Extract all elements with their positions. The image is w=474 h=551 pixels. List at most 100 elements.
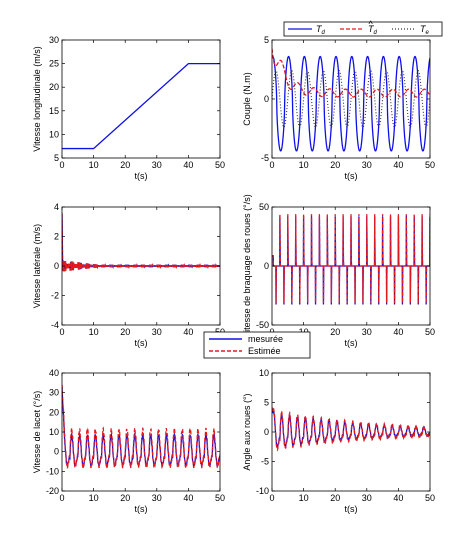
series-line-vy-1: [62, 212, 220, 272]
x-tick-label: 30: [152, 327, 162, 337]
y-tick-label: -50: [256, 320, 269, 330]
y-tick-label: 2: [54, 232, 59, 242]
y-tick-label: 15: [49, 106, 59, 116]
legend-hat: ^: [369, 19, 374, 29]
y-axis-label: Vitesse latérale (m/s): [32, 224, 42, 308]
legend-torque: Td Td^ Te: [283, 19, 443, 37]
y-tick-label: 4: [54, 202, 59, 212]
x-tick-label: 50: [425, 160, 435, 170]
x-tick-label: 30: [152, 160, 162, 170]
x-tick-label: 0: [269, 493, 274, 503]
x-axis-label: t(s): [345, 338, 358, 348]
y-axis-label: Angle aux roues (°): [242, 393, 252, 470]
chart-wheel: 0 10 20 30 40 50 -10 -5 0 5 10 t(s) Angle aux roues …: [242, 368, 435, 514]
y-tick-label: 0: [264, 261, 269, 271]
legend-label: Td: [368, 24, 378, 36]
x-tick-label: 40: [393, 160, 403, 170]
x-tick-label: 30: [152, 493, 162, 503]
x-axis-label: t(s): [135, 338, 148, 348]
x-tick-label: 0: [269, 160, 274, 170]
y-tick-label: 0: [54, 447, 59, 457]
y-tick-label: 5: [264, 398, 269, 408]
series-line-yaw-1: [62, 384, 220, 470]
y-tick-label: 25: [49, 59, 59, 69]
x-axis-label: t(s): [135, 504, 148, 514]
x-tick-label: 40: [183, 327, 193, 337]
x-tick-label: 10: [299, 493, 309, 503]
x-tick-label: 40: [393, 327, 403, 337]
y-axis-label: Vitesse de lacet (°/s): [32, 391, 42, 473]
y-tick-label: 30: [49, 35, 59, 45]
x-tick-label: 20: [120, 493, 130, 503]
y-tick-label: 10: [49, 427, 59, 437]
x-tick-label: 50: [215, 493, 225, 503]
y-axis-label: Vitesse longitudinale (m/s): [32, 46, 42, 151]
y-tick-label: 30: [49, 388, 59, 398]
y-tick-label: 0: [264, 427, 269, 437]
legend-label: Estimée: [248, 346, 281, 356]
y-tick-label: 10: [49, 129, 59, 139]
chart-vx: 0 10 20 30 40 50 5 10 15 20 25 30 t(s) Vitesse longit…: [32, 35, 225, 181]
x-tick-label: 40: [393, 493, 403, 503]
x-tick-label: 10: [89, 493, 99, 503]
plot-frame: [61, 372, 221, 492]
y-tick-label: 10: [259, 368, 269, 378]
y-tick-label: 40: [49, 368, 59, 378]
x-tick-label: 40: [183, 493, 193, 503]
x-tick-label: 0: [59, 160, 64, 170]
x-tick-label: 30: [362, 327, 372, 337]
x-tick-label: 30: [362, 160, 372, 170]
series-line-torque-0: [272, 55, 430, 152]
x-tick-label: 20: [330, 160, 340, 170]
y-axis-label: Vitesse de braquage des roues (°/s): [242, 194, 252, 338]
y-tick-label: -2: [51, 291, 59, 301]
x-tick-label: 20: [120, 327, 130, 337]
x-tick-label: 0: [59, 493, 64, 503]
y-tick-label: 50: [259, 202, 269, 212]
y-tick-label: 0: [54, 261, 59, 271]
series-line-wheel-1: [272, 407, 430, 452]
y-tick-label: -5: [261, 153, 269, 163]
x-tick-label: 50: [215, 160, 225, 170]
x-tick-label: 10: [89, 327, 99, 337]
y-tick-label: -4: [51, 320, 59, 330]
y-tick-label: -10: [256, 486, 269, 496]
legend-label: Te: [420, 24, 430, 36]
y-tick-label: 20: [49, 82, 59, 92]
y-tick-label: 5: [54, 153, 59, 163]
y-tick-label: -20: [46, 486, 59, 496]
x-tick-label: 10: [89, 160, 99, 170]
y-tick-label: -5: [261, 457, 269, 467]
x-tick-label: 20: [330, 493, 340, 503]
x-axis-label: t(s): [345, 171, 358, 181]
x-tick-label: 50: [425, 493, 435, 503]
legend-label: Td: [316, 24, 326, 36]
series-line-vy-0: [62, 214, 220, 272]
series-line-vx-0: [62, 62, 220, 150]
legend-measured-estimated: mesurée Estimée: [203, 331, 311, 359]
series-line-torque-2: [272, 70, 430, 128]
legend-label: mesurée: [248, 334, 283, 344]
y-tick-label: 5: [264, 35, 269, 45]
y-tick-label: -10: [46, 466, 59, 476]
plot-frame: [61, 39, 221, 159]
series-line-torque-1: [272, 48, 430, 98]
x-tick-label: 50: [425, 327, 435, 337]
x-axis-label: t(s): [135, 171, 148, 181]
y-axis-label: Couple (N.m): [242, 72, 252, 126]
y-tick-label: 20: [49, 407, 59, 417]
x-axis-label: t(s): [345, 504, 358, 514]
chart-yaw: 0 10 20 30 40 50 -20 -10 0 10 20 30 40 t(s) Vitesse de…: [32, 368, 225, 514]
x-tick-label: 30: [362, 493, 372, 503]
x-tick-label: 10: [299, 160, 309, 170]
x-tick-label: 40: [183, 160, 193, 170]
y-tick-label: 0: [264, 94, 269, 104]
x-tick-label: 20: [120, 160, 130, 170]
x-tick-label: 0: [59, 327, 64, 337]
x-tick-label: 20: [330, 327, 340, 337]
series-line-steer-1: [272, 214, 430, 303]
